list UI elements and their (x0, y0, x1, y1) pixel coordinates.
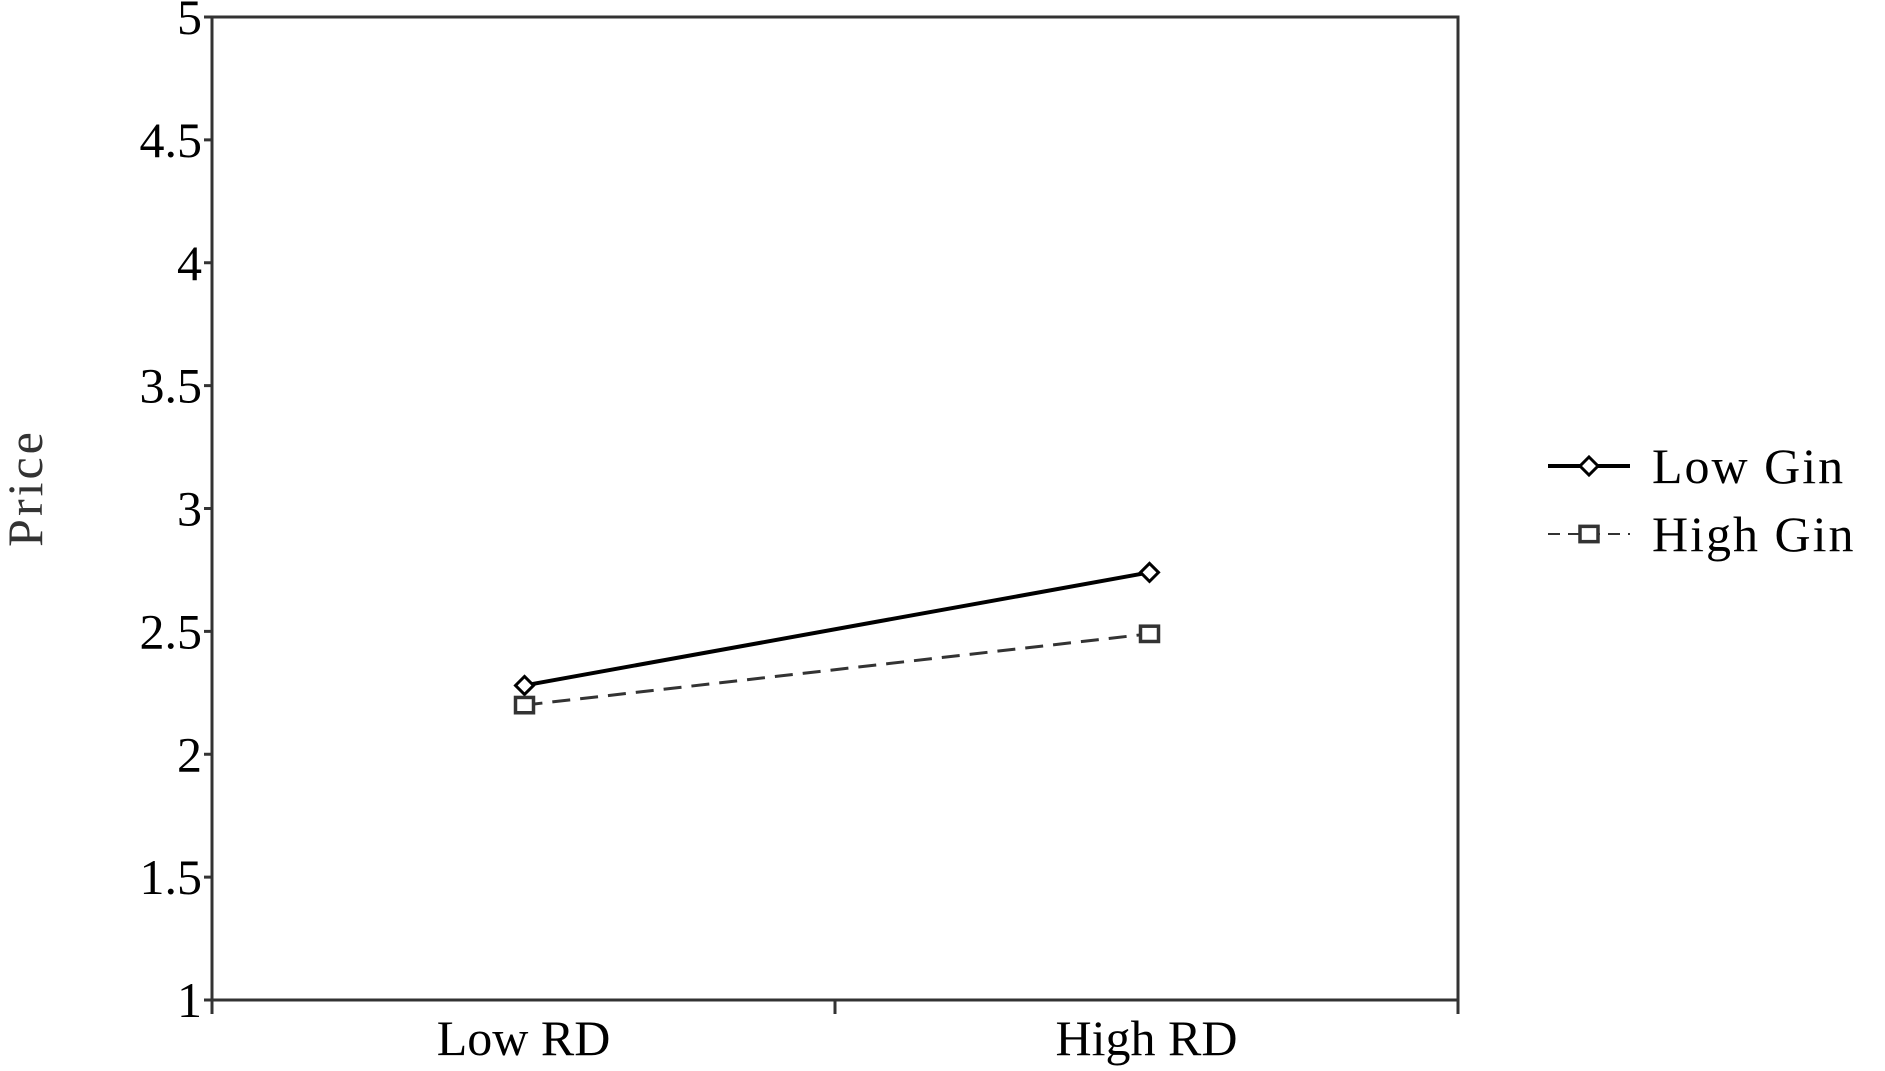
x-axis: Low RD High RD (210, 1000, 1460, 1066)
data-point-square (1138, 624, 1161, 644)
legend-item: High Gin (1548, 506, 1856, 562)
y-tick-label: 4 (177, 235, 202, 291)
series-layer (513, 561, 1161, 715)
y-axis-title: Price (0, 429, 53, 547)
plot-frame (210, 15, 1460, 1002)
x-tick-label: Low RD (437, 1010, 611, 1066)
y-tick-label: 4.5 (140, 112, 203, 168)
y-tick-label: 5 (177, 0, 202, 45)
series-line (524, 570, 1150, 688)
y-axis: 1 1.5 2 2.5 3 3.5 4 4.5 5 (140, 0, 212, 1028)
y-tick-label: 2.5 (140, 603, 203, 659)
y-tick-label: 3 (177, 481, 202, 537)
legend-marker-square (1578, 524, 1600, 544)
series-low-gin (513, 561, 1161, 697)
legend-label: Low Gin (1652, 438, 1845, 494)
legend-item: Low Gin (1548, 438, 1845, 494)
y-tick-label: 2 (177, 726, 202, 782)
x-tick-label: High RD (1056, 1010, 1238, 1066)
y-tick-label: 1.5 (140, 849, 203, 905)
y-tick-label: 1 (177, 972, 202, 1028)
legend: Low Gin High Gin (1548, 438, 1856, 562)
data-point-diamond (1138, 561, 1161, 584)
series-line (524, 632, 1150, 707)
y-tick-label: 3.5 (140, 358, 203, 414)
legend-label: High Gin (1652, 506, 1856, 562)
legend-marker-diamond (1577, 454, 1601, 478)
data-point-square (513, 695, 536, 715)
series-high-gin (513, 624, 1161, 715)
data-point-diamond (513, 674, 536, 697)
